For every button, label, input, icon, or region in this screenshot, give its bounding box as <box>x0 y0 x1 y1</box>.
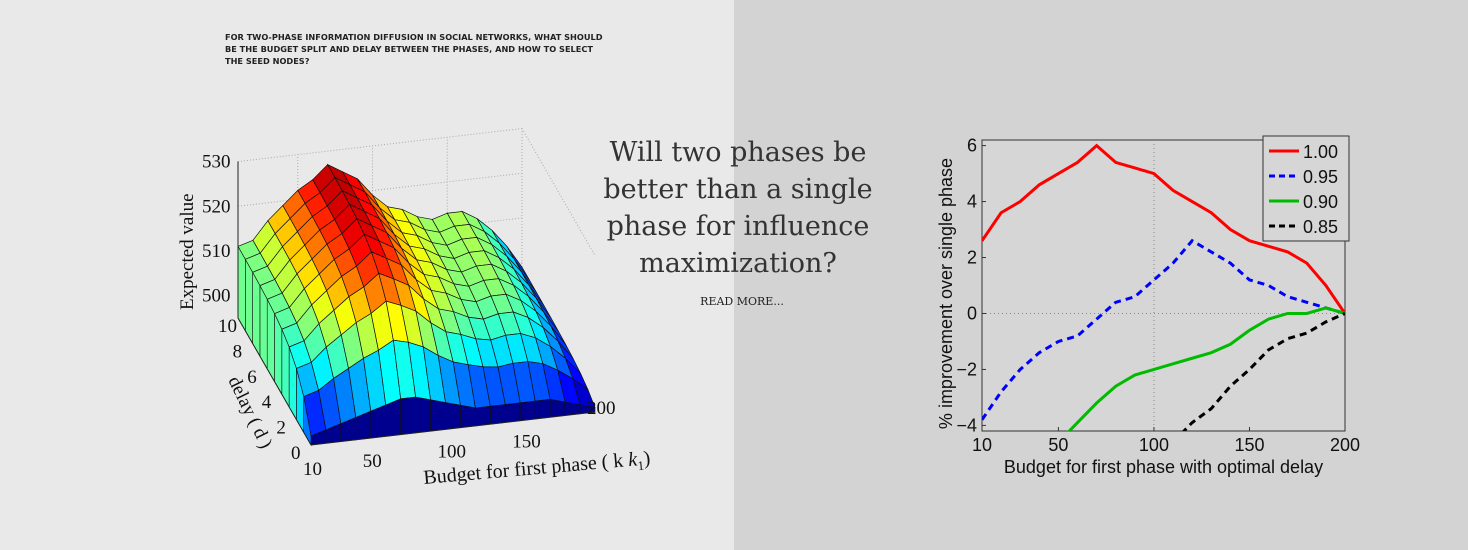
delay-tick-label: 8 <box>233 341 243 362</box>
delay-tick-label: 2 <box>276 418 286 439</box>
delay-tick-label: 0 <box>291 443 301 464</box>
surface-skirt <box>266 299 275 383</box>
axes <box>237 161 596 446</box>
surface-skirt <box>385 398 401 437</box>
surface-skirt <box>237 245 246 332</box>
surface-skirt <box>245 258 253 345</box>
paren: ) <box>643 447 652 469</box>
surface-skirt <box>490 404 506 425</box>
surface-skirt <box>505 402 521 423</box>
z-tick-label: 510 <box>202 241 231 262</box>
k-subscript: 1 <box>637 458 645 474</box>
delay-axis <box>237 317 312 446</box>
delay-tick-label: 10 <box>218 316 237 337</box>
z-tick-label: 530 <box>202 152 231 173</box>
z-tick-label: 500 <box>202 286 231 307</box>
surface-skirt <box>534 398 551 420</box>
budget-tick-label: 150 <box>512 432 541 453</box>
surface-skirt <box>549 398 566 418</box>
surface-skirt <box>259 285 268 370</box>
surface-skirt <box>460 404 476 428</box>
surface-skirt <box>400 396 416 435</box>
read-more-link[interactable]: READ MORE... <box>700 295 784 308</box>
surface-skirt <box>519 400 536 422</box>
grid-line <box>237 128 523 163</box>
question-title: Will two phases be better than a single … <box>603 137 873 279</box>
budget-axis <box>310 411 596 446</box>
delay-tick-label: 4 <box>262 392 272 413</box>
surface-skirt <box>475 405 491 427</box>
z-tick-label: 520 <box>202 196 231 217</box>
surface-skirt <box>430 399 446 432</box>
budget-tick-label: 200 <box>587 398 616 419</box>
grid-line <box>521 128 596 256</box>
budget-tick-label: 50 <box>363 451 382 472</box>
k-symbol: k <box>627 448 639 471</box>
headline: For two-phase information diffusion in s… <box>225 32 603 66</box>
budget-tick-label: 10 <box>303 459 322 480</box>
z-axis-label: Expected value <box>177 193 198 310</box>
surface-mesh <box>237 163 596 447</box>
surface-skirt <box>252 272 261 358</box>
surface-skirt <box>445 402 461 430</box>
surface-skirt <box>370 404 387 439</box>
delay-tick-label: 6 <box>247 367 257 388</box>
budget-tick-label: 100 <box>438 441 467 462</box>
surface-skirt <box>415 396 431 434</box>
